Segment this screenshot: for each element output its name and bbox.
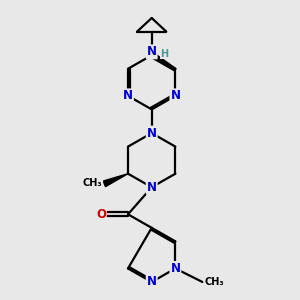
Text: CH₃: CH₃ [204,277,224,287]
Text: N: N [147,127,157,140]
Text: N: N [147,275,157,289]
Text: O: O [96,208,106,221]
Text: N: N [147,45,157,58]
Polygon shape [103,174,128,187]
Text: N: N [170,89,180,102]
Text: CH₃: CH₃ [83,178,103,188]
Text: N: N [170,262,180,275]
Text: N: N [147,181,157,194]
Text: H: H [160,49,169,58]
Text: N: N [123,89,133,102]
